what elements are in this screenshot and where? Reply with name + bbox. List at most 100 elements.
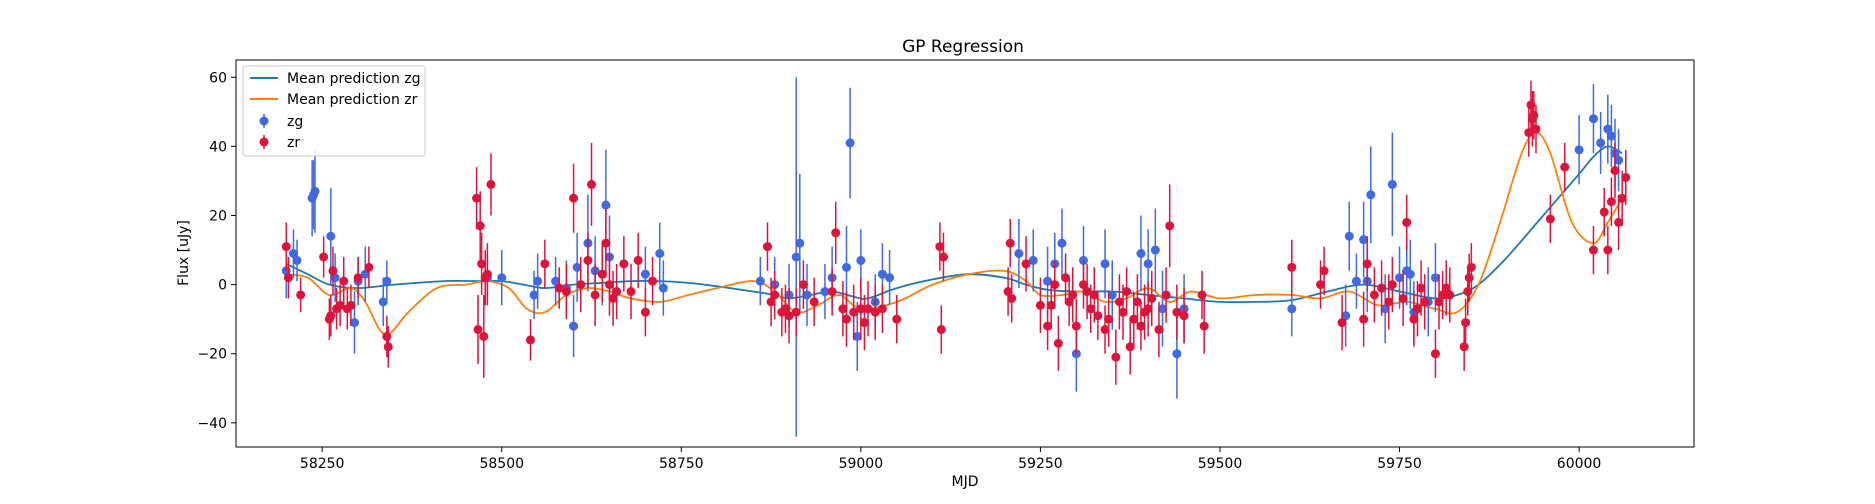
zr-point — [1118, 307, 1128, 317]
zr-point — [1179, 311, 1189, 321]
mean-prediction-zr-line — [286, 131, 1623, 336]
zr-point — [1359, 314, 1369, 324]
zr-point — [604, 280, 614, 290]
y-tick-label: 40 — [209, 139, 227, 155]
zg-point — [885, 273, 895, 283]
zr-point — [612, 287, 622, 297]
zr-point — [1165, 221, 1175, 231]
zg-point — [791, 252, 801, 262]
legend-label-zr: zr — [287, 135, 300, 151]
zr-point — [1445, 290, 1455, 300]
zg-point — [1043, 276, 1053, 286]
zr-point — [561, 287, 571, 297]
zg-point — [533, 276, 543, 286]
zr-point — [648, 276, 658, 286]
zr-point — [1398, 293, 1408, 303]
zr-point — [1021, 259, 1031, 269]
zg-point — [1596, 138, 1606, 148]
y-axis-label: Flux [uJy] — [176, 220, 192, 286]
zg-point — [655, 249, 665, 258]
zr-point — [1464, 273, 1474, 283]
zr-point — [1409, 314, 1419, 324]
zg-point — [1606, 131, 1616, 141]
zr-point — [554, 283, 564, 293]
zr-point — [383, 342, 393, 352]
zr-point — [1599, 207, 1609, 217]
zr-point — [766, 297, 776, 307]
zr-point — [1104, 314, 1114, 324]
zr-point — [1545, 214, 1555, 224]
zr-point — [762, 242, 772, 252]
zg-point — [307, 193, 317, 203]
zr-point — [569, 193, 579, 203]
zg-point — [755, 276, 765, 286]
zr-point — [477, 259, 487, 269]
zg-point — [551, 276, 561, 286]
zr-point — [1172, 307, 1182, 317]
zr-point — [479, 331, 489, 341]
zr-point — [281, 242, 291, 252]
zr-point — [1387, 280, 1397, 290]
zr-point — [1459, 342, 1469, 352]
zr-point — [859, 318, 869, 328]
x-tick-label: 60000 — [1557, 456, 1602, 472]
zg-point — [1359, 235, 1369, 245]
zr-point — [1531, 124, 1541, 134]
zr-point — [1197, 290, 1207, 300]
zr-point — [1125, 342, 1135, 352]
zr-point — [1603, 245, 1613, 255]
zr-point — [1529, 110, 1539, 120]
data-layer — [281, 77, 1631, 437]
zr-point — [1093, 311, 1103, 321]
zr-point — [353, 273, 363, 283]
zr-point — [1606, 197, 1616, 207]
x-axis-label: MJD — [952, 474, 979, 490]
x-tick-label: 58500 — [479, 456, 524, 472]
plot-frame — [235, 59, 1695, 448]
zr-point — [482, 269, 492, 279]
zg-point — [360, 269, 370, 279]
legend-swatch-zr-marker — [259, 137, 269, 147]
zr-point — [1461, 318, 1471, 328]
zr-point — [583, 255, 593, 265]
legend-label-mean-zg: Mean prediction zg — [287, 71, 421, 87]
chart-title: GP Regression — [902, 37, 1024, 57]
zr-point — [841, 314, 851, 324]
series-zr — [281, 80, 1631, 385]
zr-point — [1154, 325, 1164, 335]
zr-point — [1369, 290, 1379, 300]
zr-point — [1621, 172, 1631, 182]
zr-point — [590, 290, 600, 300]
zr-point — [1086, 304, 1096, 314]
zg-point — [1100, 259, 1110, 269]
zr-point — [597, 269, 607, 279]
zr-point — [1079, 280, 1089, 290]
zg-point — [802, 290, 812, 300]
zr-point — [601, 238, 611, 248]
zr-point — [1100, 325, 1110, 335]
zr-point — [326, 311, 336, 321]
zg-point — [350, 318, 360, 328]
zg-point — [1344, 231, 1354, 241]
zr-point — [798, 280, 808, 290]
zg-point — [1380, 304, 1390, 314]
zg-point — [497, 273, 507, 283]
zr-point — [587, 179, 597, 189]
zr-point — [1588, 245, 1598, 255]
zr-point — [1053, 338, 1063, 348]
zr-point — [1438, 290, 1448, 300]
zg-point — [326, 231, 336, 241]
zr-point — [784, 311, 794, 321]
zg-point — [1150, 245, 1160, 255]
zr-point — [1136, 321, 1146, 331]
zr-point — [1377, 283, 1387, 293]
zr-point — [1007, 293, 1017, 303]
zr-point — [1441, 283, 1451, 293]
zr-point — [770, 290, 780, 300]
zg-point — [378, 297, 388, 307]
zr-point — [863, 304, 873, 314]
zr-point — [1005, 238, 1015, 248]
legend: Mean prediction zg Mean prediction zr zg… — [242, 65, 426, 157]
zr-point — [1463, 287, 1473, 297]
zg-point — [1366, 190, 1376, 200]
